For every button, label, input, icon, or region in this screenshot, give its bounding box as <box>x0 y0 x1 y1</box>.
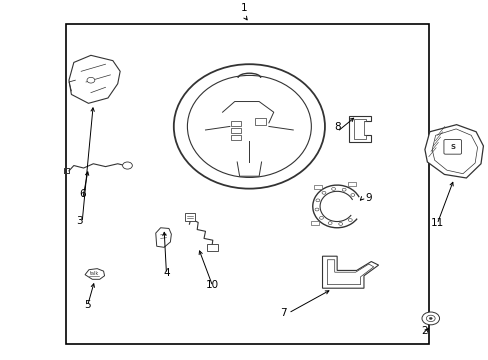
Circle shape <box>322 192 325 194</box>
Text: 1: 1 <box>241 3 247 13</box>
Bar <box>347 182 355 186</box>
Bar <box>231 128 241 133</box>
Bar <box>206 244 217 251</box>
Text: 11: 11 <box>429 218 443 228</box>
Bar <box>255 118 265 125</box>
Circle shape <box>331 188 335 190</box>
Ellipse shape <box>173 64 325 189</box>
Text: 7: 7 <box>280 309 286 318</box>
Circle shape <box>122 162 132 169</box>
Text: 5: 5 <box>84 300 91 310</box>
Circle shape <box>338 222 342 225</box>
Polygon shape <box>156 228 171 247</box>
Text: 4: 4 <box>163 267 169 278</box>
Text: S: S <box>449 144 454 150</box>
Polygon shape <box>424 125 483 178</box>
Bar <box>310 221 318 225</box>
Polygon shape <box>348 116 370 142</box>
Text: 8: 8 <box>333 122 340 132</box>
Circle shape <box>314 208 318 211</box>
Polygon shape <box>69 55 120 103</box>
Circle shape <box>428 318 431 319</box>
Bar <box>184 213 195 221</box>
Circle shape <box>421 312 439 325</box>
Text: 6: 6 <box>79 189 86 199</box>
Text: 10: 10 <box>206 280 219 290</box>
Polygon shape <box>353 119 366 139</box>
Circle shape <box>319 216 323 219</box>
Text: 9: 9 <box>365 193 371 203</box>
Bar <box>65 24 428 345</box>
Circle shape <box>327 222 331 225</box>
Text: talk: talk <box>90 271 99 276</box>
Circle shape <box>342 188 346 191</box>
Text: 2: 2 <box>421 326 427 336</box>
Polygon shape <box>322 256 378 288</box>
Ellipse shape <box>187 75 311 177</box>
Circle shape <box>350 194 354 197</box>
Circle shape <box>315 199 319 202</box>
Circle shape <box>347 219 351 221</box>
Text: 3: 3 <box>76 216 83 226</box>
Bar <box>231 121 241 126</box>
Circle shape <box>87 77 95 83</box>
Bar <box>314 185 322 189</box>
Polygon shape <box>85 269 104 279</box>
Bar <box>231 135 241 140</box>
Polygon shape <box>327 260 373 285</box>
Polygon shape <box>431 129 477 174</box>
FancyBboxPatch shape <box>443 140 461 154</box>
Circle shape <box>426 315 434 321</box>
